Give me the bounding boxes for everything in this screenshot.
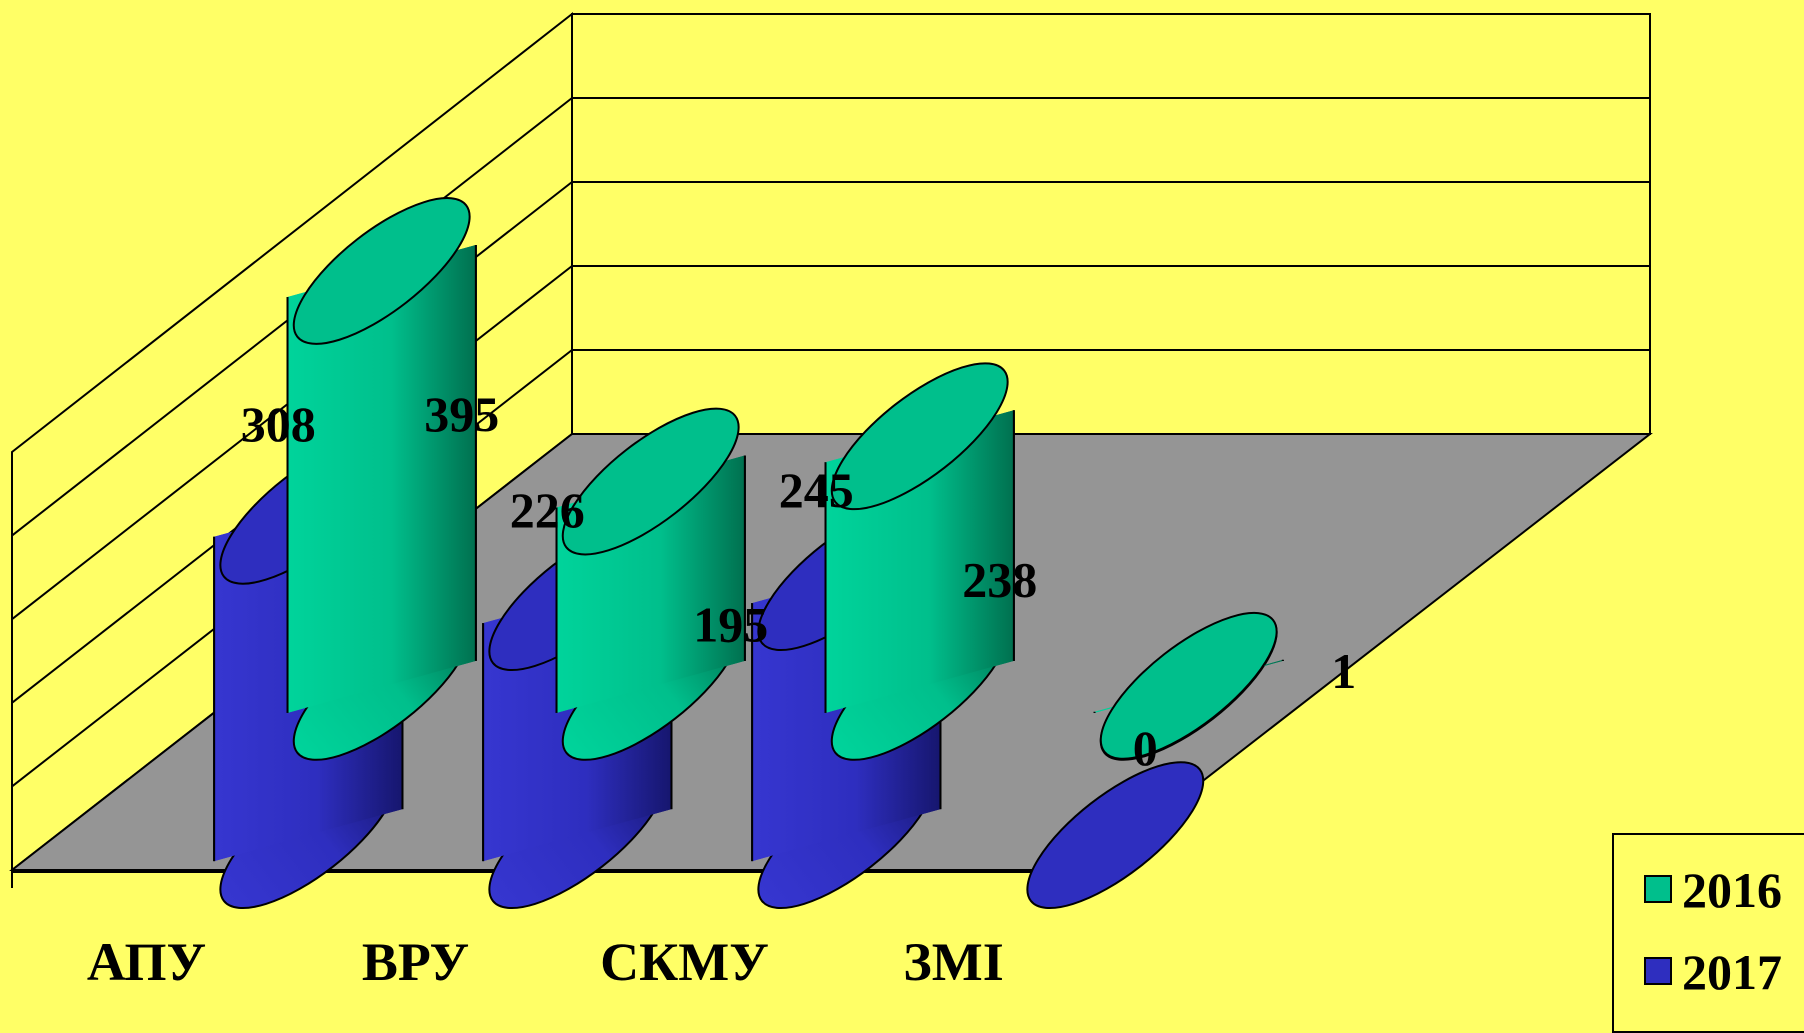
data-label-2016-СКМУ: 238 (962, 551, 1037, 607)
data-label-2016-ЗМІ: 1 (1331, 643, 1356, 699)
data-label-2017-ВРУ: 226 (510, 482, 585, 538)
data-label-2016-ВРУ: 195 (693, 597, 768, 653)
bar-2016-СКМУ (824, 362, 1015, 761)
legend-label-2017: 2017 (1682, 944, 1782, 1000)
legend: 2016 2017 (1612, 833, 1804, 1033)
x-axis-label: АПУ (87, 932, 206, 992)
back-wall (571, 13, 1651, 435)
data-label-2016-АПУ: 395 (424, 386, 499, 442)
bar-2017-ЗМІ (1026, 761, 1205, 910)
x-axis-label: ВРУ (362, 932, 469, 992)
legend-item-2016: 2016 (1644, 865, 1782, 915)
x-axis-labels: АПУ ВРУ СКМУ ЗМІ (87, 932, 1004, 992)
bar-2016-АПУ (286, 197, 477, 761)
legend-item-2017: 2017 (1644, 947, 1782, 997)
legend-swatch-2017 (1644, 957, 1672, 985)
data-label-2017-АПУ: 308 (241, 396, 316, 452)
legend-swatch-2016 (1644, 875, 1672, 903)
bars (213, 197, 1284, 910)
x-axis-label: ЗМІ (903, 932, 1004, 992)
data-labels: 308 226 245 0 395 195 238 1 (241, 386, 1356, 776)
bar-2016-ВРУ (555, 407, 746, 761)
legend-label-2016: 2016 (1682, 862, 1782, 918)
data-label-2017-ЗМІ: 0 (1133, 720, 1158, 776)
data-label-2017-СКМУ: 245 (779, 462, 854, 518)
bar-2016-ЗМІ (1093, 611, 1284, 761)
x-axis-label: СКМУ (600, 932, 769, 992)
